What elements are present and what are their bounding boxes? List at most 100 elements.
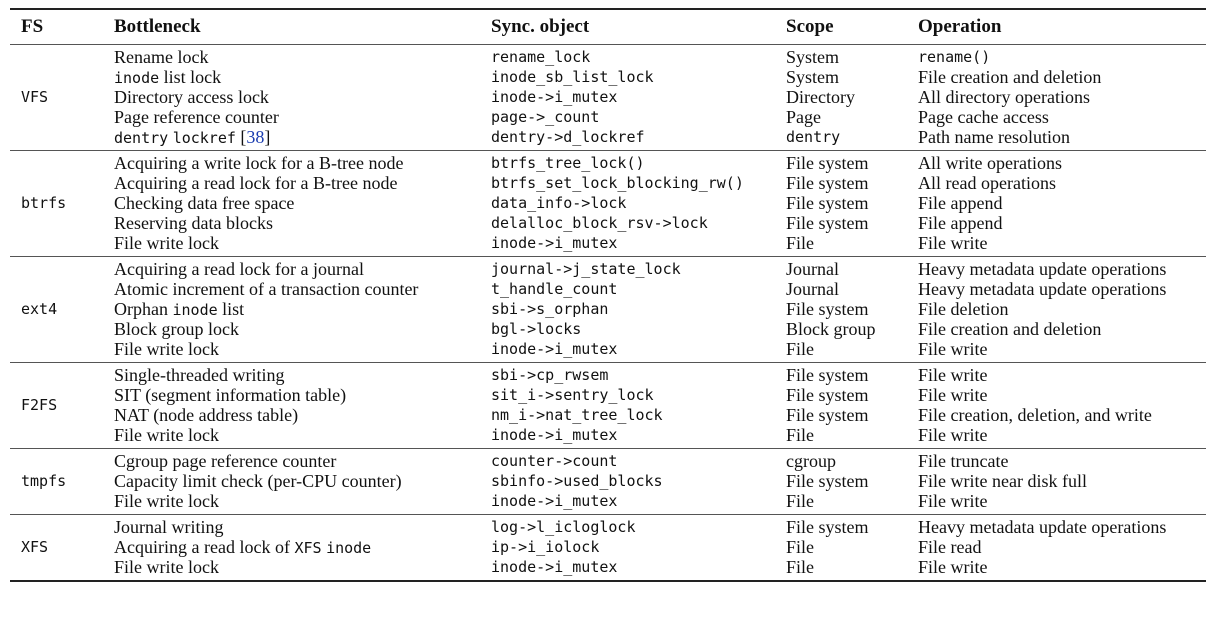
sync-object-cell: log->l_icloglock (491, 518, 636, 536)
scope-cell: Page (786, 107, 821, 127)
table-row: Directory access lock inode->i_mutex Direc… (114, 87, 1101, 107)
bottleneck-cell: Journal writing (114, 517, 224, 537)
group-rule (10, 448, 1206, 449)
group-rule (10, 150, 1206, 151)
header-sync-object: Sync. object (491, 16, 590, 37)
bottleneck-cell: dentry lockref [38] (114, 127, 271, 147)
operation-cell: File write (918, 233, 988, 253)
operation-cell: rename() (918, 48, 991, 66)
scope-cell: System (786, 47, 840, 67)
operation-cell: All directory operations (918, 87, 1090, 107)
bottleneck-cell: Cgroup page reference counter (114, 451, 337, 471)
scope-cell: File (786, 233, 815, 253)
scope-cell: File system (786, 471, 869, 491)
sync-object-cell: inode->i_mutex (491, 340, 618, 358)
table-row: Atomic increment of a transaction counte… (114, 279, 1166, 299)
operation-cell: All write operations (918, 153, 1062, 173)
scope-cell: File (786, 537, 815, 557)
table-row: File write lock inode->i_mutex File File wr… (114, 233, 1062, 253)
bottleneck-cell: Checking data free space (114, 193, 295, 213)
bottom-rule (10, 580, 1206, 582)
table-header: FS Bottleneck Sync. object Scope Operati… (10, 10, 1206, 44)
scope-cell: File system (786, 299, 869, 319)
fs-name: tmpfs (21, 472, 67, 490)
bottleneck-cell: Acquiring a read lock for a B-tree node (114, 173, 398, 193)
bottleneck-cell: Acquiring a write lock for a B-tree node (114, 153, 404, 173)
fs-group-xfs: XFS Journal writing log->l_icloglock File s… (10, 515, 1206, 580)
sync-object-cell: inode_sb_list_lock (491, 68, 654, 86)
operation-cell: File write (918, 339, 988, 359)
operation-cell: Path name resolution (918, 127, 1070, 147)
sync-object-cell: sbi->cp_rwsem (491, 366, 609, 384)
sync-object-cell: rename_lock (491, 48, 591, 66)
header-operation: Operation (918, 16, 1002, 37)
bottleneck-cell: Reserving data blocks (114, 213, 273, 233)
operation-cell: File append (918, 193, 1003, 213)
scope-cell: File system (786, 517, 869, 537)
table-row: Acquiring a read lock for a journal journ… (114, 259, 1166, 279)
operation-cell: File write (918, 491, 988, 511)
operation-cell: File write (918, 385, 988, 405)
table-row: Acquiring a read lock of XFS inode ip->i_… (114, 537, 1166, 557)
scope-cell: File (786, 425, 815, 445)
header-scope: Scope (786, 16, 834, 37)
operation-cell: File read (918, 537, 982, 557)
group-rule (10, 362, 1206, 363)
table-row: Cgroup page reference counter counter->co… (114, 451, 1087, 471)
scope-cell: File system (786, 213, 869, 233)
sync-object-cell: inode->i_mutex (491, 88, 618, 106)
bottleneck-cell: Acquiring a read lock of XFS inode (114, 537, 372, 557)
bottleneck-cell: File write lock (114, 339, 219, 359)
fs-name: btrfs (21, 194, 67, 212)
operation-cell: All read operations (918, 173, 1056, 193)
table-row: Rename lock rename_lock System rename() (114, 47, 1101, 67)
sync-object-cell: journal->j_state_lock (491, 260, 681, 278)
table-row: Reserving data blocks delalloc_block_rsv-… (114, 213, 1062, 233)
sync-object-cell: delalloc_block_rsv->lock (491, 214, 708, 232)
scope-cell: File (786, 557, 815, 577)
bottleneck-cell: inode list lock (114, 67, 222, 87)
bottleneck-cell: File write lock (114, 491, 219, 511)
bottleneck-cell: File write lock (114, 425, 219, 445)
table-row: File write lock inode->i_mutex File File wr… (114, 339, 1166, 359)
sync-object-cell: t_handle_count (491, 280, 618, 298)
table-row: File write lock inode->i_mutex File File wr… (114, 491, 1087, 511)
sync-object-cell: inode->i_mutex (491, 426, 618, 444)
table-row: Checking data free space data_info->lock F… (114, 193, 1062, 213)
table-row: Acquiring a read lock for a B-tree node b… (114, 173, 1062, 193)
sync-object-cell: sit_i->sentry_lock (491, 386, 654, 404)
fs-group-ext4: ext4 Acquiring a read lock for a journal j… (10, 257, 1206, 362)
operation-cell: File write (918, 425, 988, 445)
table-row: Page reference counter page->_count Page Pa… (114, 107, 1101, 127)
scope-cell: System (786, 67, 840, 87)
scope-cell: File system (786, 193, 869, 213)
fs-name: ext4 (21, 300, 58, 318)
top-rule (10, 8, 1206, 10)
sync-object-cell: inode->i_mutex (491, 492, 618, 510)
operation-cell: File write (918, 557, 988, 577)
fs-name: VFS (21, 88, 49, 106)
header-bottleneck: Bottleneck (114, 16, 201, 37)
operation-cell: File creation and deletion (918, 319, 1102, 339)
scope-cell: File system (786, 173, 869, 193)
sync-object-cell: counter->count (491, 452, 618, 470)
sync-object-cell: nm_i->nat_tree_lock (491, 406, 663, 424)
bottleneck-cell: File write lock (114, 557, 219, 577)
operation-cell: File append (918, 213, 1003, 233)
table-row: Journal writing log->l_icloglock File syst… (114, 517, 1166, 537)
group-rule (10, 514, 1206, 515)
sync-object-cell: inode->i_mutex (491, 234, 618, 252)
table-row: File write lock inode->i_mutex File File wr… (114, 425, 1152, 445)
scope-cell: File system (786, 405, 869, 425)
sync-object-cell: dentry->d_lockref (491, 128, 645, 146)
operation-cell: Heavy metadata update operations (918, 259, 1167, 279)
operation-cell: File deletion (918, 299, 1009, 319)
operation-cell: File write near disk full (918, 471, 1087, 491)
fs-group-f2fs: F2FS Single-threaded writing sbi->cp_rwsem… (10, 363, 1206, 448)
fs-group-tmpfs: tmpfs Cgroup page reference counter counte… (10, 449, 1206, 514)
operation-cell: File write (918, 365, 988, 385)
bottleneck-cell: Capacity limit check (per-CPU counter) (114, 471, 402, 491)
scope-cell: cgroup (786, 451, 836, 471)
bottleneck-cell: File write lock (114, 233, 219, 253)
sync-object-cell: data_info->lock (491, 194, 627, 212)
